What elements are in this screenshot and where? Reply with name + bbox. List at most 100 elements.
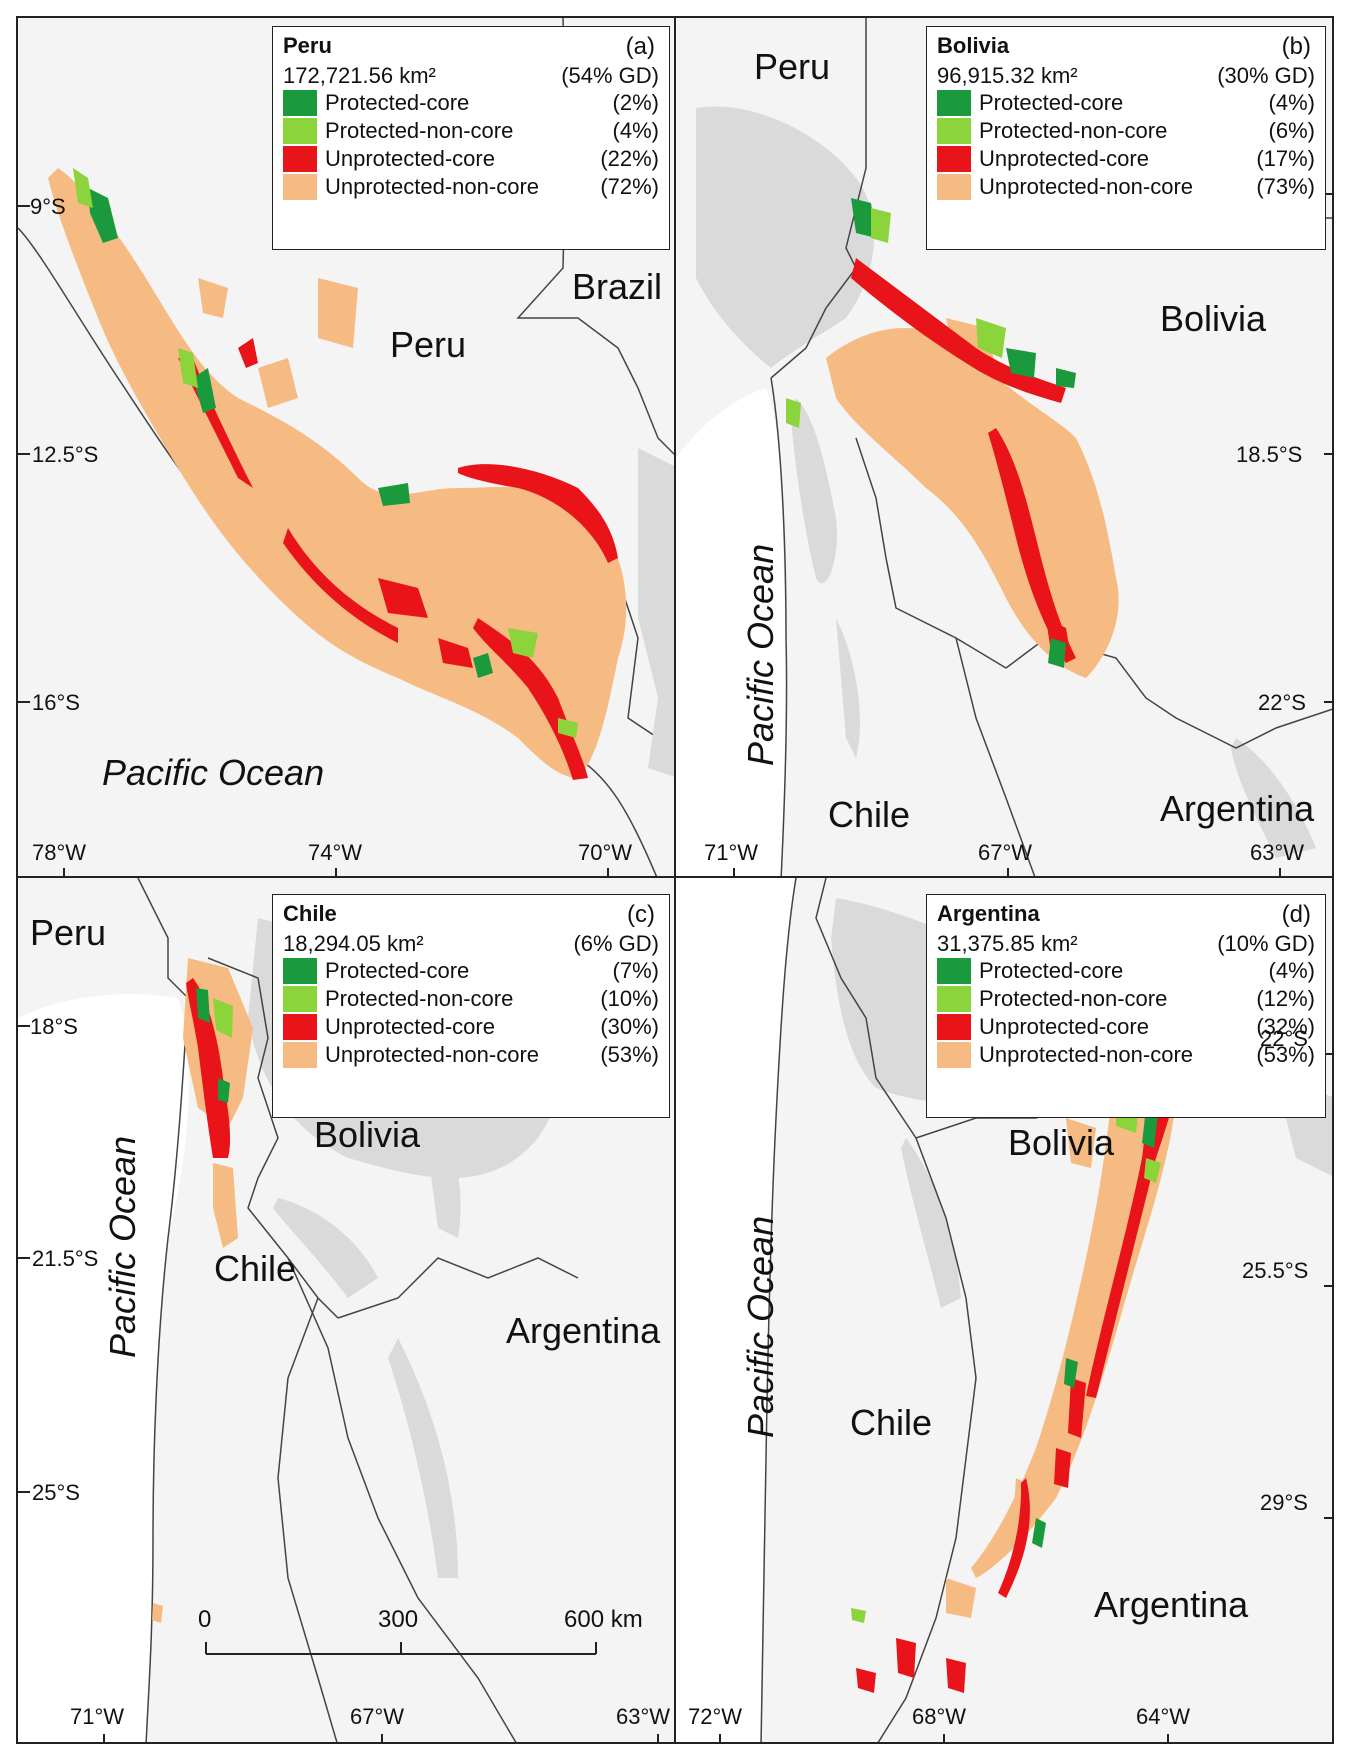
legend-percent: (12%) (1256, 986, 1315, 1011)
tick-marks (719, 1053, 1332, 1742)
legend-percent: (30%) (600, 1014, 659, 1039)
panel-a-peru: Peru (a) 172,721.56 km² (54% GD) Protect… (16, 16, 676, 878)
legend-row-unprotected-core: Unprotected-core (17%) (937, 145, 1315, 173)
panel-letter: (b) (1281, 33, 1311, 60)
panel-b-bolivia: Bolivia (b) 96,915.32 km² (30% GD) Prote… (674, 16, 1334, 878)
legend-swatch (283, 1042, 317, 1068)
country-label-bolivia: Bolivia (1160, 298, 1267, 339)
legend-label: Unprotected-core (325, 1014, 495, 1039)
legend-rows: Protected-core (2%) Protected-non-core (4%)… (283, 89, 659, 201)
legend-swatch (283, 958, 317, 984)
legend-row-unprotected-core: Unprotected-core (30%) (283, 1013, 659, 1041)
legend-row-unprotected-non-core: Unprotected-non-core (73%) (937, 173, 1315, 201)
legend-swatch (937, 174, 971, 200)
borders (760, 878, 1277, 1742)
legend-area: 18,294.05 km² (283, 931, 424, 956)
country-label-chile: Chile (850, 1402, 933, 1443)
lat-tick-label: 9°S (30, 194, 66, 219)
legend-row-unprotected-core: Unprotected-core (32%) (937, 1013, 1315, 1041)
legend-gd: (30% GD) (1217, 63, 1315, 88)
scale-label: 600 km (564, 1606, 643, 1633)
legend-gd: (6% GD) (573, 931, 659, 956)
legend-row-protected-non-core: Protected-non-core (4%) (283, 117, 659, 145)
legend-percent: (17%) (1256, 146, 1315, 171)
ocean-label: Pacific Ocean (740, 1215, 781, 1438)
protected-non-core-area (73, 168, 578, 738)
legend-row-protected-non-core: Protected-non-core (6%) (937, 117, 1315, 145)
legend-row-protected-core: Protected-core (2%) (283, 89, 659, 117)
legend-row-unprotected-non-core: Unprotected-non-core (72%) (283, 173, 659, 201)
scale-label: 0 (198, 1606, 212, 1633)
legend-row-unprotected-non-core: Unprotected-non-core (53%) (937, 1041, 1315, 1069)
legend-percent: (6%) (1268, 118, 1315, 143)
borders (137, 878, 579, 1742)
legend-gd: (10% GD) (1217, 931, 1315, 956)
legend-rows: Protected-core (7%) Protected-non-core (10%… (283, 957, 659, 1069)
legend-label: Protected-non-core (979, 118, 1168, 143)
bolivia-border (617, 577, 659, 739)
legend-percent: (10%) (600, 986, 659, 1011)
legend-swatch (937, 1042, 971, 1068)
lon-tick-label: 70°W (578, 840, 633, 865)
legend-row-protected-core: Protected-core (7%) (283, 957, 659, 985)
legend-percent: (53%) (600, 1042, 659, 1067)
legend-label: Protected-core (979, 90, 1124, 115)
lat-tick-label: 21.5°S (32, 1246, 99, 1271)
lat-tick-label: 12.5°S (32, 442, 99, 467)
legend-swatch (283, 90, 317, 116)
legend-area-row: 18,294.05 km² (6% GD) (283, 931, 659, 957)
country-label-argentina: Argentina (1094, 1584, 1249, 1625)
country-label-bolivia: Bolivia (314, 1114, 421, 1155)
legend-row-protected-non-core: Protected-non-core (10%) (283, 985, 659, 1013)
scale-bar (205, 1642, 597, 1655)
lon-tick-label: 63°W (616, 1704, 671, 1729)
legend-title: Bolivia (937, 33, 1010, 58)
legend-label: Protected-non-core (325, 986, 514, 1011)
legend-row-protected-core: Protected-core (4%) (937, 957, 1315, 985)
legend-gd: (54% GD) (561, 63, 659, 88)
protected-non-core-area (786, 208, 1006, 428)
lat-tick-label: 22°S (1260, 1026, 1308, 1051)
legend-area-row: 96,915.32 km² (30% GD) (937, 63, 1315, 89)
ocean-label: Pacific Ocean (102, 752, 325, 793)
legend-label: Protected-core (325, 958, 470, 983)
legend-label: Unprotected-core (979, 1014, 1149, 1039)
country-label-chile: Chile (214, 1248, 297, 1289)
legend-rows: Protected-core (4%) Protected-non-core (6%)… (937, 89, 1315, 201)
lon-tick-label: 74°W (308, 840, 363, 865)
unprotected-non-core-area (946, 1045, 1176, 1618)
lat-tick-label: 25°S (32, 1480, 80, 1505)
legend-label: Unprotected-non-core (979, 174, 1194, 199)
lat-tick-label: 18.5°S (1236, 442, 1303, 467)
panel-c-chile: Chile (c) 18,294.05 km² (6% GD) Protecte… (16, 876, 676, 1744)
country-label-peru: Peru (390, 324, 467, 365)
lon-tick-label: 67°W (350, 1704, 405, 1729)
lat-tick-label: 18°S (30, 1014, 78, 1039)
lat-tick-label: 22°S (1258, 690, 1306, 715)
unprotected-core-area (186, 978, 231, 1158)
lon-tick-label: 71°W (70, 1704, 125, 1729)
lat-tick-label: 16°S (32, 690, 80, 715)
legend-percent: (7%) (612, 958, 659, 983)
legend-row-protected-core: Protected-core (4%) (937, 89, 1315, 117)
legend-area: 31,375.85 km² (937, 931, 1078, 956)
legend-label: Unprotected-non-core (325, 1042, 540, 1067)
legend-percent: (2%) (612, 90, 659, 115)
legend-row-unprotected-core: Unprotected-core (22%) (283, 145, 659, 173)
legend-percent: (53%) (1256, 1042, 1315, 1067)
ocean-label: Pacific Ocean (102, 1135, 143, 1358)
country-label-peru: Peru (30, 912, 107, 953)
legend-area: 96,915.32 km² (937, 63, 1078, 88)
legend-title: Peru (283, 33, 332, 58)
lon-tick-label: 63°W (1250, 840, 1305, 865)
legend-percent: (4%) (612, 118, 659, 143)
legend-area: 172,721.56 km² (283, 63, 436, 88)
legend-title: Argentina (937, 901, 1040, 926)
legend-swatch (937, 90, 971, 116)
lat-tick-label: 25.5°S (1242, 1258, 1309, 1283)
panel-letter: (a) (625, 33, 655, 60)
legend-label: Unprotected-core (979, 146, 1149, 171)
tick-marks (733, 193, 1332, 876)
protected-core-area (1032, 1108, 1158, 1548)
country-label-chile: Chile (828, 794, 911, 835)
